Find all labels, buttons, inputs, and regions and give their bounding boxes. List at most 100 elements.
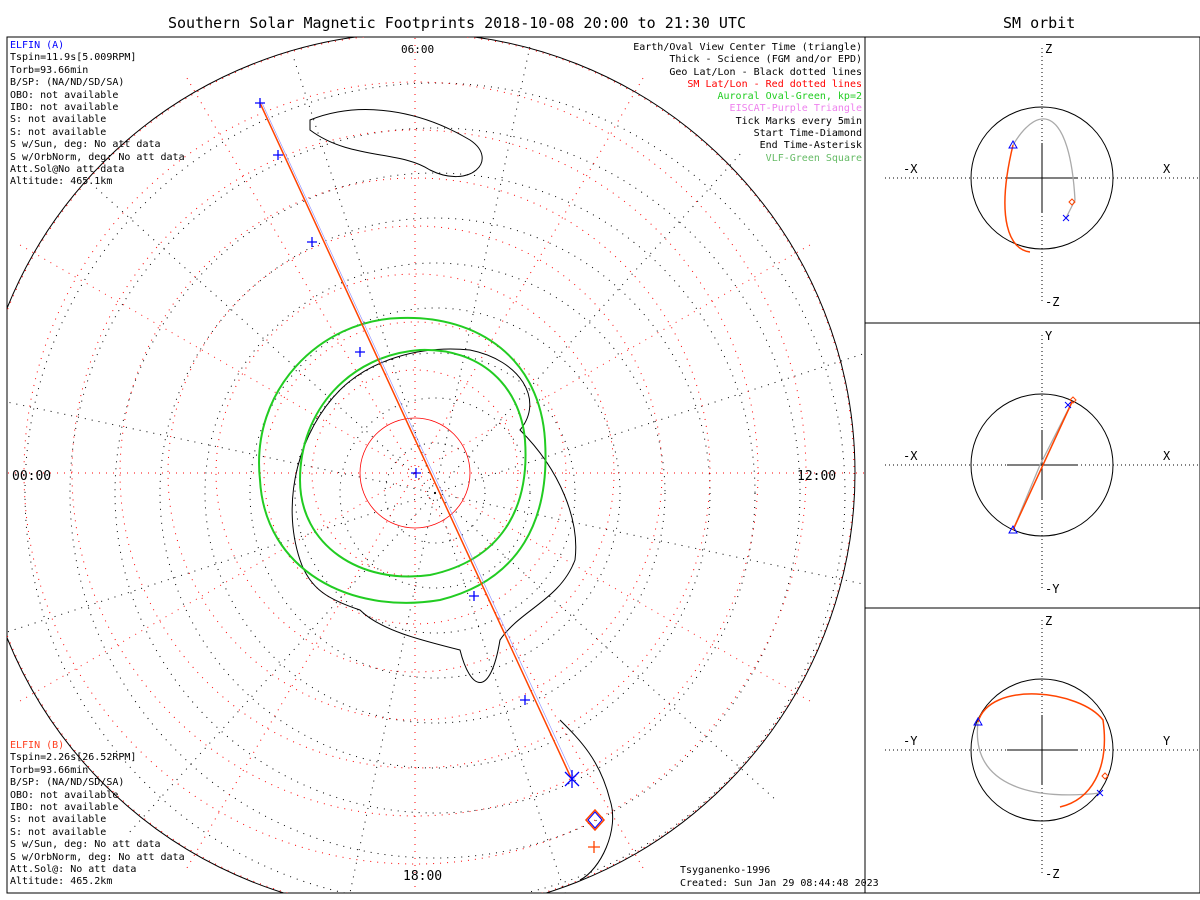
elfin-b-line: S: not available [10, 826, 107, 838]
orbit-path-grey [976, 721, 1101, 796]
center-cross [1007, 715, 1077, 785]
elfin-b-line: S: not available [10, 814, 107, 826]
legend-item: Tick Marks every 5min [735, 115, 862, 127]
geo-lon-line [434, 492, 865, 585]
elfin-b-line: Att.Sol@: No att data [10, 864, 137, 876]
legend-item: Start Time-Diamond [753, 128, 862, 140]
geo-lat-circle [384, 442, 486, 544]
elfin-b-line: Tspin=2.26s[26.52RPM] [10, 752, 137, 764]
elfin-a-line: S: not available [10, 114, 107, 126]
model-label: Tsyganenko-1996 [680, 865, 771, 876]
sm-lon-line [184, 74, 416, 474]
end-asterisk [1096, 789, 1104, 797]
sm-lat-circle [7, 37, 855, 893]
globe-outline [7, 37, 856, 893]
center-cross [1007, 143, 1077, 213]
elfin-a-name: ELFIN (A) [10, 40, 65, 51]
tick-mark [273, 150, 283, 160]
geo-lat-circle [294, 352, 576, 634]
created-label: Created: Sun Jan 29 08:44:48 2023 [680, 878, 879, 889]
auroral-oval-outer [258, 316, 547, 604]
elfin-a-line: IBO: not available [10, 102, 119, 114]
start-diamond [584, 808, 606, 832]
orbit-path-grey [1012, 401, 1073, 531]
elfin-a-line: Torb=93.66min [10, 64, 89, 76]
antarctica-coast [291, 348, 577, 683]
geo-lon-line [349, 492, 436, 893]
plot-title: Southern Solar Magnetic Footprints 2018-… [168, 14, 746, 32]
elfin-b-line: IBO: not available [10, 802, 119, 814]
elfin-b-info: ELFIN (B) Tspin=2.26s[26.52RPM] Torb=93.6… [10, 740, 185, 889]
tick-mark [588, 841, 600, 853]
legend-item: Geo Lat/Lon - Black dotted lines [669, 66, 862, 78]
orbit-path-grey [1012, 118, 1076, 219]
start-diamond [1101, 772, 1109, 780]
axis-label-down: -Z [1045, 867, 1060, 881]
geo-lat-circle [204, 262, 666, 724]
legend-item: SM Lat/Lon - Red dotted lines [687, 78, 862, 90]
legend-item: End Time-Asterisk [759, 140, 862, 152]
sm-lat-circle [167, 225, 663, 721]
auroral-oval-inner [298, 348, 527, 578]
geo-lat-circle [159, 217, 711, 769]
orbit-path-red [977, 693, 1106, 808]
tick-mark [307, 237, 317, 247]
sm-lon-line [414, 242, 814, 474]
elfin-b-line: OBO: not available [10, 789, 119, 801]
legend-item: Earth/Oval View Center Time (triangle) [633, 42, 862, 53]
mlt-label-right: 12:00 [797, 469, 837, 484]
end-asterisk [1064, 401, 1072, 409]
geo-lon-line [7, 492, 436, 633]
elfin-b-line: Torb=93.66min [10, 764, 89, 776]
tick-mark [255, 98, 265, 108]
sm-lat-circle [23, 81, 807, 865]
elfin-b-line: Altitude: 465.2km [10, 876, 113, 888]
elfin-a-line: S: not available [10, 126, 107, 138]
sm-lon-line [16, 472, 416, 704]
axis-label-up: Z [1045, 42, 1053, 56]
axis-label-up: Y [1045, 329, 1053, 343]
axis-label-down: -Y [1045, 582, 1060, 596]
axis-label-down: -Z [1045, 295, 1060, 309]
end-asterisk [1062, 214, 1070, 222]
elfin-a-line: OBO: not available [10, 89, 119, 101]
legend: Earth/Oval View Center Time (triangle) Th… [633, 42, 862, 165]
axis-label-left: -Y [903, 734, 918, 748]
tick-mark [355, 347, 365, 357]
elfin-b-name: ELFIN (B) [10, 740, 65, 751]
axis-label-right: X [1163, 449, 1171, 463]
sm-lon-line [414, 74, 646, 474]
orbit-frame [864, 36, 1200, 894]
sm-lat-circle [263, 321, 567, 625]
start-diamond [1068, 198, 1076, 206]
elfin-a-line: Tspin=11.9s[5.009RPM] [10, 52, 137, 64]
geo-lon-line [7, 401, 436, 494]
axis-label-right: Y [1163, 734, 1171, 748]
axis-label-right: X [1163, 162, 1171, 176]
tick-mark [469, 591, 479, 601]
australia-coast [309, 109, 483, 178]
legend-item: VLF-Green Square [765, 152, 862, 164]
elfin-a-line: B/SP: (NA/ND/SD/SA) [10, 77, 125, 89]
view-triangle [1008, 524, 1018, 534]
elfin-a-line: S w/Sun, deg: No att data [10, 139, 161, 151]
south-america-coast [559, 719, 614, 881]
tick-mark [520, 695, 530, 705]
geo-lon-line [434, 42, 532, 494]
axis-label-left: -X [903, 449, 918, 463]
geo-lat-circle [249, 307, 621, 679]
legend-item: EISCAT-Purple Triangle [729, 103, 862, 115]
elfin-a-line: Altitude: 465.1km [10, 176, 113, 188]
mlt-label-top: 06:00 [401, 43, 435, 56]
tick-mark [411, 468, 421, 478]
axis-label-up: Z [1045, 614, 1053, 628]
view-triangle [973, 716, 983, 726]
geo-lat-circle [24, 82, 846, 893]
start-diamond [1069, 396, 1077, 404]
sm-lat-circle [359, 417, 471, 529]
elfin-b-line: B/SP: (NA/ND/SD/SA) [10, 777, 125, 789]
orbit-title: SM orbit [1003, 14, 1076, 32]
start-diamond-b [587, 811, 603, 829]
